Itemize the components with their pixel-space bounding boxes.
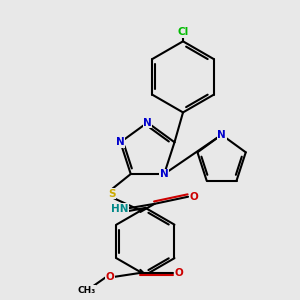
Text: O: O [189, 192, 198, 202]
Text: O: O [175, 268, 183, 278]
Text: O: O [106, 272, 114, 282]
Text: Cl: Cl [177, 27, 189, 37]
Text: HN: HN [111, 204, 129, 214]
Text: N: N [116, 137, 125, 147]
Text: CH₃: CH₃ [77, 286, 96, 295]
Text: N: N [217, 130, 226, 140]
Text: N: N [143, 118, 152, 128]
Text: N: N [160, 169, 169, 179]
Text: S: S [108, 189, 116, 199]
